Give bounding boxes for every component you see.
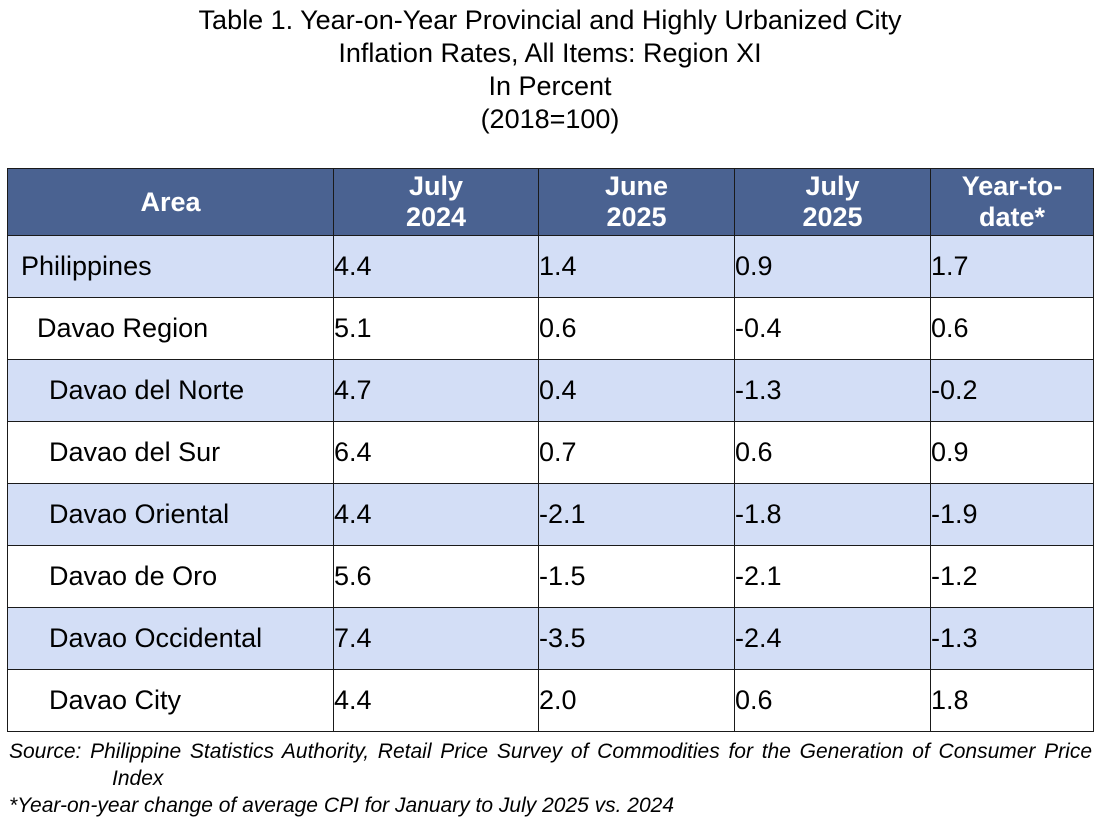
header-june-2025: June 2025	[538, 168, 735, 236]
value-cell-year-to-date: -1.9	[930, 483, 1094, 546]
title-line-1: Table 1. Year-on-Year Provincial and Hig…	[198, 5, 902, 35]
value-cell-july-2024: 7.4	[333, 607, 539, 670]
value-cell-july-2025: -1.3	[734, 359, 931, 422]
header-year-to-date: Year-to- date*	[930, 168, 1094, 236]
value-cell-july-2024: 5.1	[333, 297, 539, 360]
header-year-to-date-line1: Year-to-	[961, 171, 1063, 201]
value-cell-july-2025: 0.6	[734, 669, 931, 732]
value-cell-july-2025: 0.9	[734, 235, 931, 298]
header-july-2024-line2: 2024	[405, 202, 467, 232]
value-cell-year-to-date: 1.7	[930, 235, 1094, 298]
area-cell: Philippines	[7, 235, 334, 298]
header-july-2024: July 2024	[333, 168, 539, 236]
footnotes: Source: Philippine Statistics Authority,…	[9, 738, 1092, 819]
area-cell: Davao Region	[7, 297, 334, 360]
value-cell-june-2025: -2.1	[538, 483, 735, 546]
value-cell-june-2025: 0.7	[538, 421, 735, 484]
table-row: Davao Region 5.1 0.6 -0.4 0.6	[7, 297, 1094, 360]
value-cell-year-to-date: -0.2	[930, 359, 1094, 422]
header-year-to-date-line2: date*	[978, 202, 1046, 232]
value-cell-june-2025: 0.6	[538, 297, 735, 360]
inflation-table: Area July 2024 June 2025 July 2025 Year-…	[7, 168, 1094, 732]
value-cell-july-2025: 0.6	[734, 421, 931, 484]
value-cell-june-2025: -3.5	[538, 607, 735, 670]
table-row: Davao del Sur 6.4 0.7 0.6 0.9	[7, 421, 1094, 484]
value-cell-july-2024: 4.4	[333, 483, 539, 546]
table-row: Philippines 4.4 1.4 0.9 1.7	[7, 235, 1094, 298]
header-area: Area	[7, 168, 334, 236]
table-row: Davao del Norte 4.7 0.4 -1.3 -0.2	[7, 359, 1094, 422]
area-cell: Davao City	[7, 669, 334, 732]
value-cell-june-2025: -1.5	[538, 545, 735, 608]
header-july-2025-line2: 2025	[802, 202, 863, 232]
table-row: Davao Oriental 4.4 -2.1 -1.8 -1.9	[7, 483, 1094, 546]
header-june-2025-line1: June	[604, 171, 669, 201]
area-cell: Davao Occidental	[7, 607, 334, 670]
value-cell-july-2025: -2.1	[734, 545, 931, 608]
value-cell-july-2024: 4.4	[333, 235, 539, 298]
value-cell-july-2025: -1.8	[734, 483, 931, 546]
title-line-2: Inflation Rates, All Items: Region XI	[338, 38, 762, 68]
source-note: Source: Philippine Statistics Authority,…	[9, 740, 1092, 790]
table-row: Davao de Oro 5.6 -1.5 -2.1 -1.2	[7, 545, 1094, 608]
value-cell-june-2025: 1.4	[538, 235, 735, 298]
value-cell-july-2024: 5.6	[333, 545, 539, 608]
value-cell-year-to-date: -1.3	[930, 607, 1094, 670]
title-line-4: (2018=100)	[480, 104, 620, 134]
title-line-3: In Percent	[488, 71, 612, 101]
value-cell-year-to-date: 0.9	[930, 421, 1094, 484]
value-cell-july-2025: -0.4	[734, 297, 931, 360]
value-cell-year-to-date: 0.6	[930, 297, 1094, 360]
value-cell-june-2025: 2.0	[538, 669, 735, 732]
value-cell-july-2024: 4.4	[333, 669, 539, 732]
header-july-2024-line1: July	[408, 171, 464, 201]
value-cell-year-to-date: -1.2	[930, 545, 1094, 608]
area-cell: Davao del Sur	[7, 421, 334, 484]
value-cell-july-2024: 4.7	[333, 359, 539, 422]
area-cell: Davao del Norte	[7, 359, 334, 422]
value-cell-june-2025: 0.4	[538, 359, 735, 422]
value-cell-july-2024: 6.4	[333, 421, 539, 484]
area-cell: Davao de Oro	[7, 545, 334, 608]
table-row: Davao City 4.4 2.0 0.6 1.8	[7, 669, 1094, 732]
header-july-2025: July 2025	[734, 168, 931, 236]
area-cell: Davao Oriental	[7, 483, 334, 546]
table-row: Davao Occidental 7.4 -3.5 -2.4 -1.3	[7, 607, 1094, 670]
table-title: Table 1. Year-on-Year Provincial and Hig…	[0, 4, 1100, 136]
header-june-2025-line2: 2025	[606, 202, 667, 232]
header-july-2025-line1: July	[805, 171, 860, 201]
header-row: Area July 2024 June 2025 July 2025 Year-…	[7, 168, 1094, 236]
ytd-footnote: *Year-on-year change of average CPI for …	[9, 794, 675, 817]
header-area-label: Area	[140, 186, 201, 217]
value-cell-july-2025: -2.4	[734, 607, 931, 670]
value-cell-year-to-date: 1.8	[930, 669, 1094, 732]
